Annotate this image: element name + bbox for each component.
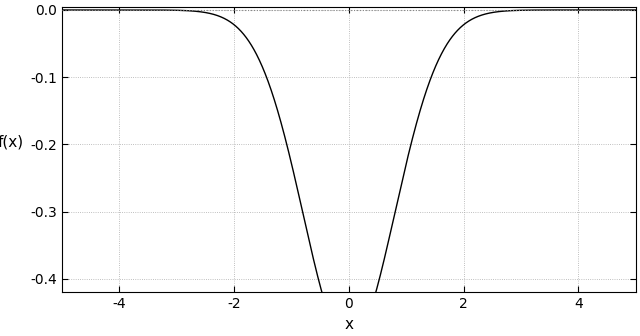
- Y-axis label: f(x): f(x): [0, 134, 23, 150]
- X-axis label: x: x: [344, 317, 353, 332]
